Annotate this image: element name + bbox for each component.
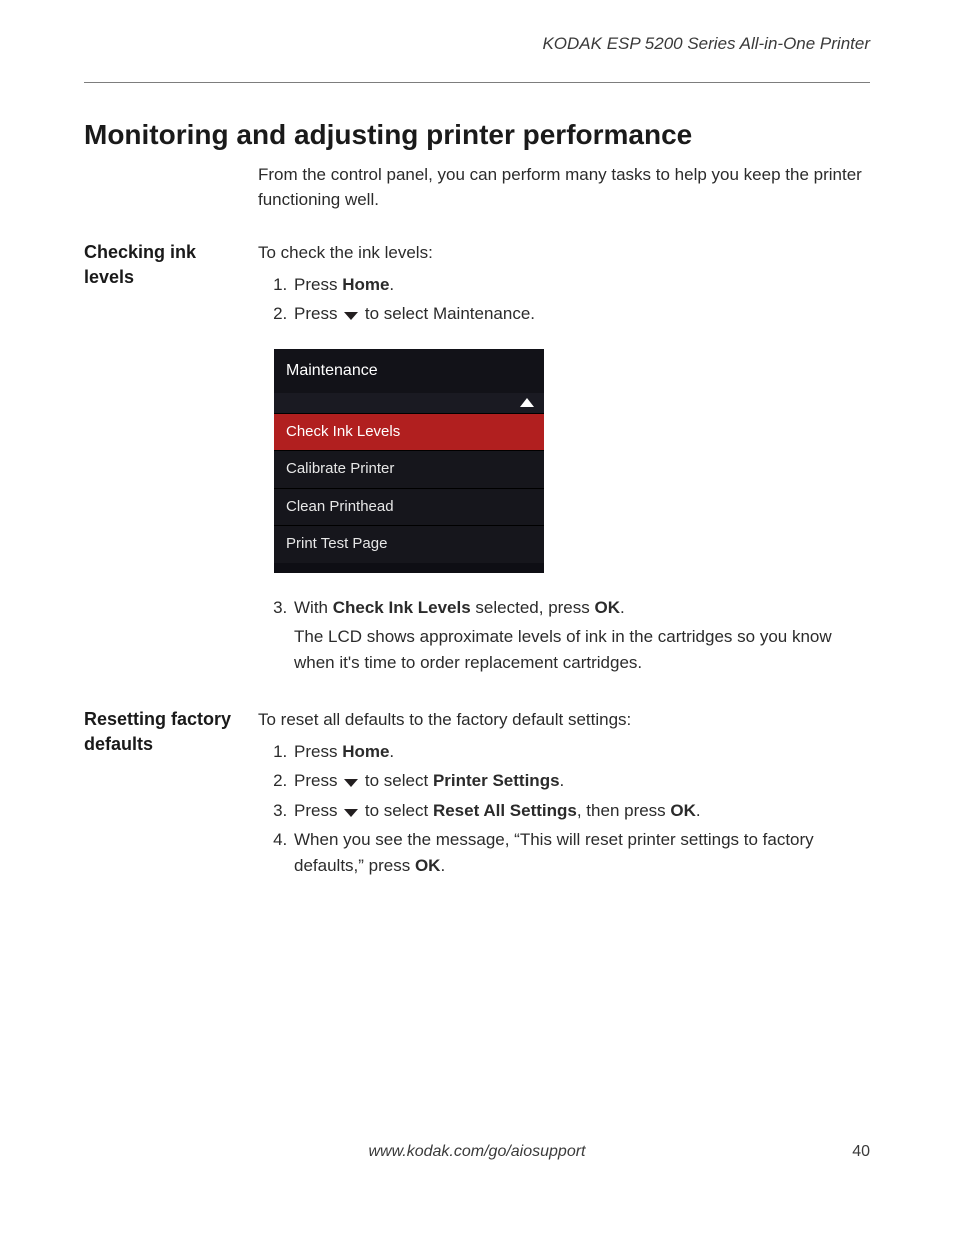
lcd-menu: Maintenance Check Ink Levels Calibrate P… xyxy=(274,349,544,573)
body-ink: To check the ink levels: Press Home. Pre… xyxy=(258,240,870,679)
lcd-item-clean: Clean Printhead xyxy=(274,488,544,526)
lcd-item-calibrate: Calibrate Printer xyxy=(274,450,544,488)
ink-steps-cont: With Check Ink Levels selected, press OK… xyxy=(292,595,870,676)
text: Press xyxy=(294,771,342,790)
text: . xyxy=(389,742,394,761)
text: Press xyxy=(294,801,342,820)
reset-step-3: Press to select Reset All Settings, then… xyxy=(292,798,870,824)
text: . xyxy=(560,771,565,790)
side-heading-reset: Resetting factory defaults xyxy=(84,707,258,756)
text: Press xyxy=(294,275,342,294)
text: , then press xyxy=(577,801,671,820)
reset-lead: To reset all defaults to the factory def… xyxy=(258,707,870,733)
bold-home: Home xyxy=(342,275,389,294)
ink-step-2: Press to select Maintenance. xyxy=(292,301,870,327)
bold-ok: OK xyxy=(594,598,620,617)
reset-step-4: When you see the message, “This will res… xyxy=(292,827,870,878)
up-arrow-icon xyxy=(520,398,534,407)
bold-ok: OK xyxy=(670,801,696,820)
down-arrow-icon xyxy=(344,779,358,787)
lcd-item-test-page: Print Test Page xyxy=(274,525,544,563)
ink-step-1: Press Home. xyxy=(292,272,870,298)
ink-step-3-sub: The LCD shows approximate levels of ink … xyxy=(294,624,870,675)
footer-page-number: 40 xyxy=(852,1143,870,1161)
bold-printer-settings: Printer Settings xyxy=(433,771,560,790)
footer-url: www.kodak.com/go/aiosupport xyxy=(369,1143,586,1161)
text: selected, press xyxy=(471,598,595,617)
text: . xyxy=(696,801,701,820)
reset-step-2: Press to select Printer Settings. xyxy=(292,768,870,794)
reset-step-1: Press Home. xyxy=(292,739,870,765)
text: Press xyxy=(294,742,342,761)
text: to select xyxy=(360,771,433,790)
bold-reset-all: Reset All Settings xyxy=(433,801,577,820)
section-checking-ink: Checking ink levels To check the ink lev… xyxy=(84,240,870,679)
header-product-line: KODAK ESP 5200 Series All-in-One Printer xyxy=(84,34,870,54)
text: Press xyxy=(294,304,342,323)
lcd-scroll-up-bar xyxy=(274,393,544,413)
ink-steps: Press Home. Press to select Maintenance. xyxy=(292,272,870,327)
page-title: Monitoring and adjusting printer perform… xyxy=(84,119,870,151)
ink-lead: To check the ink levels: xyxy=(258,240,870,266)
header-rule xyxy=(84,82,870,83)
intro-paragraph: From the control panel, you can perform … xyxy=(258,163,870,212)
side-heading-ink: Checking ink levels xyxy=(84,240,258,289)
text: . xyxy=(620,598,625,617)
down-arrow-icon xyxy=(344,312,358,320)
lcd-footer-bar xyxy=(274,563,544,573)
reset-steps: Press Home. Press to select Printer Sett… xyxy=(292,739,870,879)
body-reset: To reset all defaults to the factory def… xyxy=(258,707,870,882)
section-reset-defaults: Resetting factory defaults To reset all … xyxy=(84,707,870,882)
page-footer: www.kodak.com/go/aiosupport 40 xyxy=(84,1143,870,1161)
text: to select Maintenance. xyxy=(360,304,535,323)
ink-step-3: With Check Ink Levels selected, press OK… xyxy=(292,595,870,676)
down-arrow-icon xyxy=(344,809,358,817)
text: When you see the message, “This will res… xyxy=(294,830,814,875)
lcd-item-check-ink: Check Ink Levels xyxy=(274,413,544,451)
text: . xyxy=(440,856,445,875)
lcd-title: Maintenance xyxy=(274,349,544,393)
bold-check-ink: Check Ink Levels xyxy=(333,598,471,617)
text: to select xyxy=(360,801,433,820)
bold-home: Home xyxy=(342,742,389,761)
text: . xyxy=(389,275,394,294)
bold-ok: OK xyxy=(415,856,441,875)
text: With xyxy=(294,598,333,617)
